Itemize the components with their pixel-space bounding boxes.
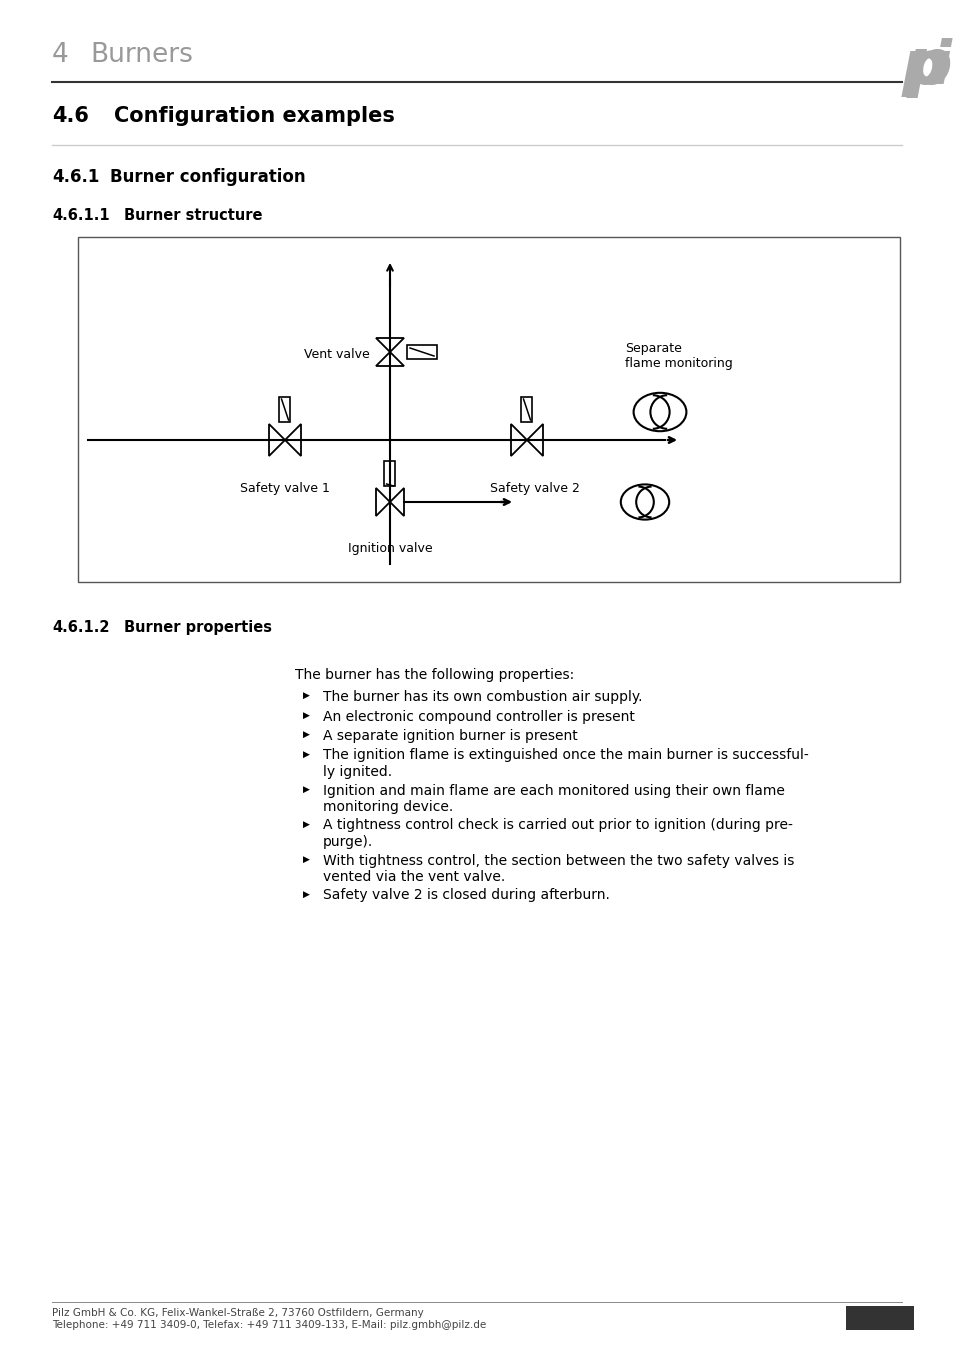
Text: Separate
flame monitoring: Separate flame monitoring [624, 342, 732, 370]
Text: The burner has the following properties:: The burner has the following properties: [294, 668, 574, 682]
Text: Safety valve 1: Safety valve 1 [240, 482, 330, 495]
Text: Safety valve 2 is closed during afterburn.: Safety valve 2 is closed during afterbur… [323, 888, 609, 903]
Text: A tightness control check is carried out prior to ignition (during pre-
purge).: A tightness control check is carried out… [323, 818, 792, 849]
Text: 4.6.1.1: 4.6.1.1 [52, 208, 110, 223]
Text: ▶: ▶ [303, 749, 310, 759]
Text: Burner structure: Burner structure [124, 208, 262, 223]
Text: Burner properties: Burner properties [124, 620, 272, 634]
Bar [279, 397, 291, 423]
Text: ▶: ▶ [303, 730, 310, 738]
Bar [845, 1305, 913, 1330]
Text: ▶: ▶ [303, 710, 310, 720]
Text: ▶: ▶ [303, 819, 310, 829]
Text: 4: 4 [52, 42, 69, 68]
Text: Safety valve 2: Safety valve 2 [490, 482, 579, 495]
Text: Burner configuration: Burner configuration [110, 167, 305, 186]
Text: The ignition flame is extinguished once the main burner is successful-
ly ignite: The ignition flame is extinguished once … [323, 748, 808, 779]
Text: 4-25: 4-25 [863, 1335, 895, 1349]
Bar [521, 397, 532, 423]
Text: Ignition and main flame are each monitored using their own flame
monitoring devi: Ignition and main flame are each monitor… [323, 783, 784, 814]
Text: Configuration examples: Configuration examples [113, 107, 395, 126]
Text: pilz: pilz [906, 36, 953, 99]
Text: Pilz GmbH & Co. KG, Felix-Wankel-Straße 2, 73760 Ostfildern, Germany
Telephone: : Pilz GmbH & Co. KG, Felix-Wankel-Straße … [52, 1308, 486, 1330]
Text: ▶: ▶ [303, 855, 310, 864]
Text: An electronic compound controller is present: An electronic compound controller is pre… [323, 710, 634, 724]
Text: A separate ignition burner is present: A separate ignition burner is present [323, 729, 578, 742]
Text: ▶: ▶ [303, 890, 310, 899]
Text: The burner has its own combustion air supply.: The burner has its own combustion air su… [323, 690, 641, 703]
Text: Ignition valve: Ignition valve [347, 541, 432, 555]
Text: Vent valve: Vent valve [304, 348, 370, 362]
Bar [78, 238, 899, 582]
Text: 4.6: 4.6 [52, 107, 89, 126]
Text: ▶: ▶ [303, 784, 310, 794]
Text: p: p [901, 38, 944, 97]
Text: il: il [929, 38, 953, 97]
Text: 4.6.1: 4.6.1 [52, 167, 99, 186]
Text: ▶: ▶ [303, 691, 310, 701]
Text: 4.6.1.2: 4.6.1.2 [52, 620, 110, 634]
Bar [407, 346, 436, 359]
Text: With tightness control, the section between the two safety valves is
vented via : With tightness control, the section betw… [323, 853, 794, 884]
Text: Burners: Burners [90, 42, 193, 68]
Bar [384, 460, 395, 486]
